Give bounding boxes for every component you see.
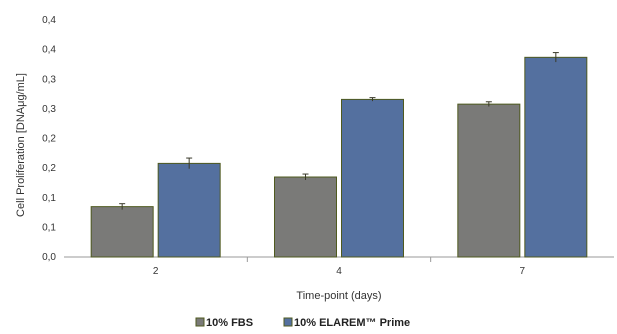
y-tick-label: 0,1 [42, 193, 56, 204]
y-tick-label: 0,4 [42, 45, 56, 56]
bar-elarem-day-2 [157, 162, 221, 258]
y-tick-label: 0,0 [42, 252, 56, 263]
y-axis-title: Cell Proliferation [DNAμg/mL] [15, 73, 27, 217]
x-axis-ticks: 2 4 7 [153, 257, 526, 277]
bar-fbs-day-2 [90, 206, 154, 258]
x-tick-label: 2 [153, 266, 159, 277]
y-tick-label: 0,3 [42, 74, 56, 85]
x-tick-label: 7 [520, 266, 526, 277]
y-tick-label: 0,4 [42, 15, 56, 26]
legend: 10% FBS 10% ELAREM™ Prime [195, 317, 410, 329]
legend-label-elarem: 10% ELAREM™ Prime [294, 317, 410, 329]
bars [90, 56, 588, 258]
y-tick-label: 0,3 [42, 104, 56, 115]
x-tick-label: 4 [336, 266, 342, 277]
bar-fbs-day-4 [274, 176, 337, 258]
bar-elarem-day-4 [341, 98, 404, 258]
legend-swatch-fbs [195, 317, 205, 327]
y-tick-label: 0,2 [42, 163, 56, 174]
x-axis-title: Time-point (days) [296, 290, 381, 302]
y-tick-label: 0,2 [42, 134, 56, 145]
bar-elarem-day-7 [524, 56, 588, 258]
bar-fbs-day-7 [457, 103, 521, 258]
y-tick-label: 0,1 [42, 222, 56, 233]
legend-label-fbs: 10% FBS [206, 317, 253, 329]
legend-swatch-elarem [283, 317, 293, 327]
error-bars [119, 52, 559, 210]
y-axis-ticks: 0,0 0,1 0,1 0,2 0,2 0,3 0,3 0,4 0,4 [42, 15, 56, 263]
